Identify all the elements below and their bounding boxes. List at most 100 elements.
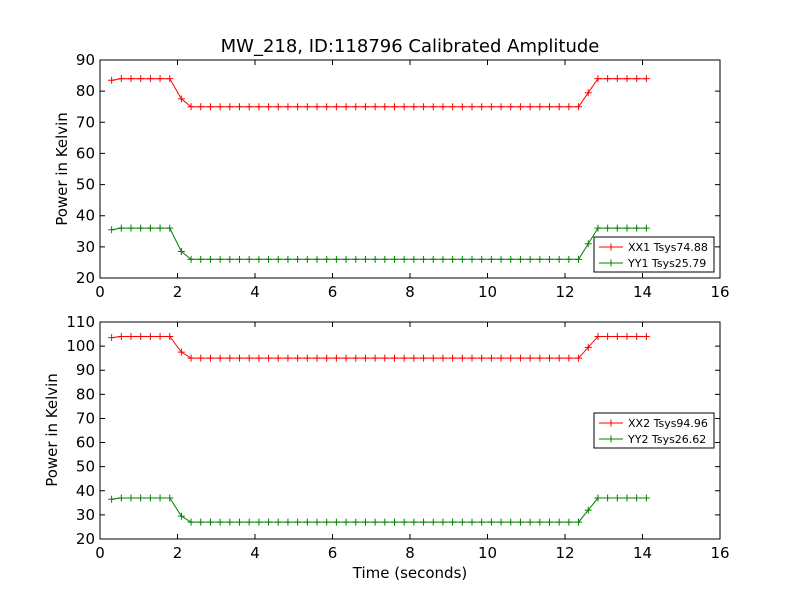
x-axis-label: Time (seconds) xyxy=(352,564,468,582)
bottom-series-2-point xyxy=(245,518,253,526)
bottom-series-2-point xyxy=(197,518,205,526)
bottom-series-1-point xyxy=(458,354,466,362)
top-series-2-point xyxy=(449,255,457,263)
top-series-1-point xyxy=(458,103,466,111)
top-series-1-point xyxy=(604,75,612,83)
top-series-1-point xyxy=(226,103,234,111)
bottom-series-2-point xyxy=(216,518,224,526)
bottom-series-1-point xyxy=(137,332,145,340)
top-series-1-point xyxy=(156,75,164,83)
bottom-series-1-point xyxy=(604,332,612,340)
bottom-series-2-point xyxy=(294,518,302,526)
bottom-series-1-point xyxy=(117,332,125,340)
top-y-tick-label: 30 xyxy=(76,238,95,256)
top-series-2-point xyxy=(420,255,428,263)
bottom-y-tick-label: 40 xyxy=(76,482,95,500)
top-series-1-point xyxy=(187,103,195,111)
top-series-2-point xyxy=(352,255,360,263)
top-series-1-point xyxy=(117,75,125,83)
top-series-2-point xyxy=(137,224,145,232)
bottom-series-1-point xyxy=(613,332,621,340)
bottom-series-1-point xyxy=(332,354,340,362)
bottom-subplot: Power in Kelvin Time (seconds) 0 2 4 6 8 10 12… xyxy=(43,313,730,582)
top-series-2-point xyxy=(216,255,224,263)
bottom-series-2-point xyxy=(274,518,282,526)
top-series-2-point xyxy=(391,255,398,263)
top-series-1-point xyxy=(255,103,263,111)
top-series-1-point xyxy=(526,103,534,111)
bottom-series-2-point xyxy=(137,494,145,502)
bottom-series-2-point xyxy=(449,518,457,526)
bottom-series-2-point xyxy=(584,506,592,514)
bottom-series-2-point xyxy=(604,494,612,502)
bottom-y-tick-label: 100 xyxy=(66,337,95,355)
top-x-tick-label: 4 xyxy=(250,283,260,301)
bottom-series-2-point xyxy=(633,494,641,502)
bottom-legend-marker-1 xyxy=(607,419,615,427)
bottom-series-2-point xyxy=(623,494,631,502)
top-series-2-point xyxy=(146,224,154,232)
bottom-series-1-point xyxy=(313,354,321,362)
bottom-y-axis-label: Power in Kelvin xyxy=(43,373,61,487)
top-series-2-point xyxy=(623,224,631,232)
top-series-2-point xyxy=(127,224,135,232)
top-series-2-point xyxy=(594,224,602,232)
top-series-2-point xyxy=(303,255,311,263)
top-series-2-point xyxy=(236,255,243,263)
top-x-tick-label: 2 xyxy=(173,283,183,301)
top-series-1-point xyxy=(487,103,495,111)
top-x-tick-label: 14 xyxy=(633,283,652,301)
top-series-2-point xyxy=(478,255,486,263)
top-series-2-point xyxy=(187,255,195,263)
top-series-2-point xyxy=(342,255,350,263)
bottom-x-tick-label: 6 xyxy=(328,544,338,562)
bottom-series-2-point xyxy=(187,518,195,526)
top-series-2-point xyxy=(255,255,263,263)
bottom-series-1-point xyxy=(546,354,553,362)
bottom-series-2-point xyxy=(303,518,311,526)
top-subplot: MW_218, ID:118796 Calibrated Amplitude P… xyxy=(53,36,730,301)
bottom-series-2-point xyxy=(156,494,164,502)
top-legend-label-2: YY1 Tsys25.79 xyxy=(627,257,706,270)
top-series-1-point xyxy=(197,103,205,111)
top-series-2-point xyxy=(439,255,447,263)
top-y-tick-label: 20 xyxy=(76,269,95,287)
bottom-y-tick-label: 110 xyxy=(66,313,95,331)
bottom-series-1-point xyxy=(487,354,495,362)
top-plot-area: 0 2 4 6 8 10 12 14 16 20 30 40 50 60 70 80 90 XX1 Tsys74.… xyxy=(76,51,730,301)
bottom-series-2-point xyxy=(536,518,544,526)
bottom-legend-label-1: XX2 Tsys94.96 xyxy=(628,417,708,430)
bottom-series-2-point xyxy=(391,518,398,526)
bottom-series-1-point xyxy=(127,332,135,340)
top-series-2-point xyxy=(584,240,592,248)
top-series-1-point xyxy=(177,95,185,103)
bottom-series-1-point xyxy=(146,332,154,340)
bottom-series-1-point xyxy=(478,354,486,362)
bottom-series-2-point xyxy=(352,518,360,526)
top-series-1-point xyxy=(400,103,408,111)
bottom-x-tick-label: 8 xyxy=(405,544,415,562)
top-series-1-point xyxy=(565,103,573,111)
top-series-1-point xyxy=(342,103,350,111)
top-series-2-point xyxy=(166,224,174,232)
bottom-series-1-point xyxy=(575,354,583,362)
top-series-1-point xyxy=(642,75,650,83)
top-series-2-point xyxy=(156,224,164,232)
bottom-series-1-point xyxy=(197,354,205,362)
bottom-x-tick-label: 14 xyxy=(633,544,652,562)
top-series-1-point xyxy=(127,75,135,83)
top-series-1-point xyxy=(274,103,282,111)
bottom-series-2-point xyxy=(555,518,563,526)
bottom-series-1-point xyxy=(323,354,331,362)
top-series-1-point xyxy=(594,75,602,83)
top-series-2-point xyxy=(284,255,292,263)
bottom-x-tick-label: 12 xyxy=(555,544,574,562)
top-series-2-point xyxy=(633,224,641,232)
top-y-tick-label: 60 xyxy=(76,144,95,162)
bottom-series-2-point xyxy=(166,494,174,502)
top-series-2-point xyxy=(108,226,116,234)
top-series-1-point xyxy=(420,103,428,111)
bottom-series-2-point xyxy=(439,518,447,526)
bottom-x-tick-label: 4 xyxy=(250,544,260,562)
bottom-series-2-point xyxy=(108,495,116,503)
